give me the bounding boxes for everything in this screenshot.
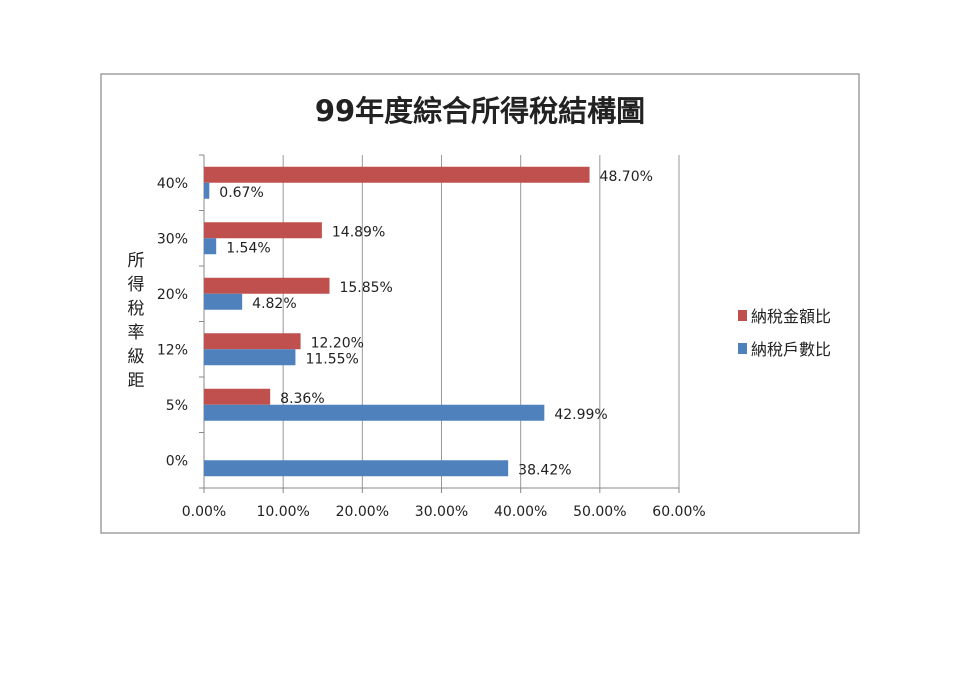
data-label: 11.55% xyxy=(305,351,358,367)
x-tick-label: 0.00% xyxy=(182,504,226,520)
bar xyxy=(204,333,301,350)
bar xyxy=(204,166,590,183)
x-tick-label: 10.00% xyxy=(256,504,309,520)
y-tick-label: 12% xyxy=(157,342,188,358)
y-tick-label: 20% xyxy=(157,287,188,303)
bar xyxy=(204,182,210,199)
bar xyxy=(204,222,322,239)
bar xyxy=(204,388,271,405)
x-tick-label: 20.00% xyxy=(336,504,389,520)
y-tick-label: 5% xyxy=(166,398,188,414)
y-tick-label: 30% xyxy=(157,231,188,247)
data-label: 14.89% xyxy=(332,224,385,240)
x-tick-label: 50.00% xyxy=(573,504,626,520)
y-tick-label: 0% xyxy=(166,453,188,469)
x-tick-label: 40.00% xyxy=(494,504,547,520)
y-axis-label-char: 距 xyxy=(128,371,145,391)
data-label: 38.42% xyxy=(518,462,571,478)
y-axis-label-char: 稅 xyxy=(128,299,145,319)
y-axis-label-char: 級 xyxy=(128,347,145,367)
data-label: 42.99% xyxy=(554,407,607,423)
data-label: 0.67% xyxy=(219,185,263,201)
legend-label: 納稅戶數比 xyxy=(751,340,831,359)
bar xyxy=(204,404,545,421)
chart-title: 99年度綜合所得稅結構圖 xyxy=(315,94,645,128)
data-label: 4.82% xyxy=(252,296,296,312)
bar xyxy=(204,293,243,310)
y-axis-label-char: 得 xyxy=(128,275,145,295)
bar xyxy=(204,277,330,294)
x-tick-label: 30.00% xyxy=(415,504,468,520)
legend-swatch xyxy=(738,343,747,354)
y-tick-label: 40% xyxy=(157,176,188,192)
legend-label: 納稅金額比 xyxy=(751,307,831,326)
data-label: 48.70% xyxy=(600,169,653,185)
data-label: 12.20% xyxy=(311,335,364,351)
bar xyxy=(204,460,509,477)
bar xyxy=(204,238,217,255)
y-axis-label-char: 所 xyxy=(128,251,145,271)
bar xyxy=(204,349,296,366)
data-label: 15.85% xyxy=(339,280,392,296)
data-label: 8.36% xyxy=(280,391,324,407)
x-tick-label: 60.00% xyxy=(652,504,705,520)
legend-swatch xyxy=(738,310,747,321)
data-label: 1.54% xyxy=(226,240,270,256)
y-axis-label-char: 率 xyxy=(128,323,145,343)
